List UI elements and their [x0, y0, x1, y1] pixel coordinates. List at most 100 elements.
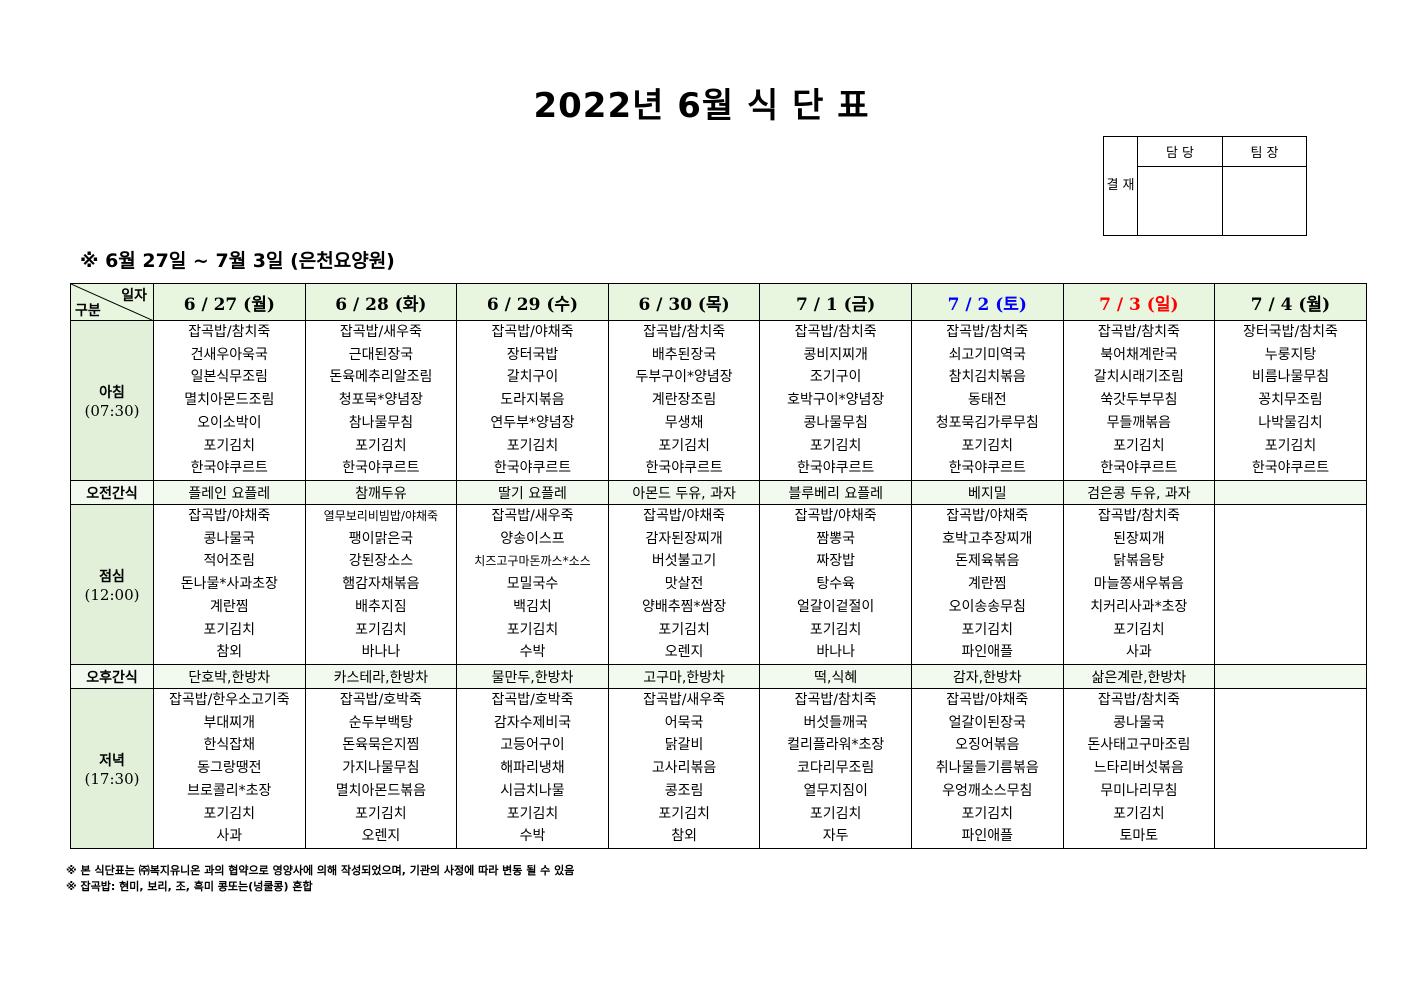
menu-item: 오징어볶음 — [955, 737, 1020, 754]
menu-item: 파인애플 — [961, 644, 1014, 661]
snack-cell: 삶은계란,한방차 — [1062, 664, 1216, 689]
menu-item: 포기김치 — [809, 805, 862, 822]
menu-item: 북어채계란국 — [1100, 346, 1178, 363]
menu-item: 배추된장국 — [651, 346, 717, 363]
day-header: 7 / 1 (금) — [759, 283, 912, 321]
day-header: 7 / 3 (일) — [1062, 283, 1216, 321]
meal-time: (12:00) — [84, 585, 140, 604]
menu-item: 고사리볶음 — [651, 760, 717, 777]
snack-cell — [1214, 480, 1367, 505]
menu-item: 마늘쫑새우볶음 — [1093, 576, 1184, 593]
menu-item: 맛살전 — [664, 576, 704, 593]
menu-item: 비름나물무침 — [1251, 369, 1330, 386]
menu-item: 열무보리비빔밥/야채죽 — [323, 509, 439, 524]
menu-item: 잡곡밥/새우죽 — [491, 508, 574, 525]
menu-item: 잡곡밥/야채죽 — [794, 508, 877, 525]
menu-item: 멸치아몬드볶음 — [335, 782, 426, 799]
menu-item: 참외 — [216, 644, 243, 661]
snack-cell — [1214, 664, 1367, 689]
menu-item: 한국야쿠르트 — [1251, 460, 1330, 477]
menu-item: 코다리무조림 — [797, 760, 875, 777]
menu-item: 파인애플 — [961, 828, 1014, 845]
approval-role: 팀 장 — [1222, 136, 1307, 167]
approval-sign-cell[interactable] — [1137, 166, 1223, 236]
menu-item: 호박구이*양념장 — [787, 392, 885, 409]
menu-item: 포기김치 — [355, 621, 407, 638]
menu-item: 백김치 — [513, 598, 552, 615]
menu-item: 참외 — [671, 828, 697, 845]
menu-item: 포기김치 — [355, 805, 407, 822]
meal-name: 오전간식 — [86, 485, 138, 502]
menu-cell: 잡곡밥/호박죽 순두부백탕 돈육묵은지찜 가지나물무침 멸치아몬드볶음 포기김치 오렌지 — [304, 688, 458, 849]
menu-item: 양배추찜*쌈장 — [641, 598, 727, 615]
menu-item: 포기김치 — [203, 621, 256, 638]
menu-item: 바나나 — [361, 644, 401, 661]
approval-label: 결 재 — [1103, 136, 1138, 236]
menu-item: 한국야쿠르트 — [493, 460, 572, 477]
menu-item: 포기김치 — [506, 805, 559, 822]
menu-item: 감자수제비국 — [493, 714, 572, 731]
menu-item: 콩나물국 — [1113, 714, 1165, 731]
corner-date-label: 일자 — [121, 288, 147, 304]
menu-item: 동태전 — [967, 392, 1007, 409]
day-header: 7 / 4 (월) — [1214, 283, 1367, 321]
menu-item: 치커리사과*초장 — [1090, 598, 1188, 615]
menu-item: 사과 — [1125, 644, 1152, 661]
menu-cell: 잡곡밥/야채죽 콩나물국 적어조림 돈나물*사과초장 계란찜 포기김치 참외 — [153, 504, 306, 665]
day-header: 7 / 2 (토) — [910, 283, 1064, 321]
menu-item: 한국야쿠르트 — [645, 460, 723, 477]
menu-item: 돈사태고구마조림 — [1087, 737, 1191, 754]
menu-item: 잡곡밥/참치죽 — [794, 692, 877, 709]
snack-cell: 참깨두유 — [304, 480, 458, 505]
snack-cell: 베지밀 — [910, 480, 1064, 505]
menu-item: 된장찌개 — [1113, 530, 1165, 547]
menu-item: 근대된장국 — [348, 346, 414, 363]
page-title: 2022년 6월 식 단 표 — [533, 86, 870, 126]
menu-item: 배추지짐 — [355, 598, 407, 615]
menu-item: 일본식무조림 — [190, 369, 268, 386]
menu-cell: 잡곡밥/야채죽 얼갈이된장국 오징어볶음 취나물들기름볶음 우엉깨소스무침 포기김치 파인애… — [910, 688, 1064, 849]
menu-cell: 잡곡밥/새우죽 양송이스프 치즈고구마돈까스*소스 모밀국수 백김치 포기김치 수박 — [456, 504, 609, 665]
snack-cell: 단호박,한방차 — [153, 664, 306, 689]
menu-item: 계란찜 — [967, 576, 1007, 593]
approval-sign-cell[interactable] — [1222, 166, 1307, 236]
menu-item: 어묵국 — [664, 714, 704, 731]
snack-cell: 물만두,한방차 — [456, 664, 609, 689]
menu-item: 포기김치 — [506, 437, 559, 454]
menu-item: 한식잡채 — [203, 737, 256, 754]
menu-item: 가지나물무침 — [342, 760, 420, 777]
meal-label: 저녁 (17:30) — [70, 688, 154, 849]
menu-cell: 잡곡밥/야채죽 감자된장찌개 버섯불고기 맛살전 양배추찜*쌈장 포기김치 오렌지 — [607, 504, 761, 665]
menu-item: 햄감자채볶음 — [342, 576, 420, 593]
menu-item: 참치김치볶음 — [948, 369, 1026, 386]
menu-item: 동그랑땡전 — [197, 760, 262, 777]
menu-item: 감자된장찌개 — [645, 530, 723, 547]
menu-item: 돈제육볶음 — [955, 553, 1020, 570]
menu-cell: 잡곡밥/참치죽 배추된장국 두부구이*양념장 계란장조림 무생채 포기김치 한국야쿠르트 — [607, 320, 761, 481]
menu-item: 잡곡밥/한우소고기죽 — [168, 692, 290, 709]
menu-item: 포기김치 — [961, 805, 1014, 822]
menu-item: 잡곡밥/야채죽 — [491, 324, 574, 341]
menu-item: 도라지볶음 — [500, 392, 565, 409]
menu-item: 누룽지탕 — [1264, 346, 1317, 363]
menu-item: 잡곡밥/참치죽 — [946, 324, 1029, 341]
meal-label: 아침 (07:30) — [70, 320, 154, 481]
menu-item: 잡곡밥/새우죽 — [643, 692, 726, 709]
menu-item: 수박 — [519, 828, 546, 845]
corner-header: 일자 구분 — [70, 283, 154, 321]
menu-item: 잡곡밥/참치죽 — [1097, 692, 1180, 709]
menu-item: 청포묵*양념장 — [338, 392, 424, 409]
menu-cell: 잡곡밥/야채죽 호박고추장찌개 돈제육볶음 계란찜 오이송송무침 포기김치 파인애플 — [910, 504, 1064, 665]
menu-item: 계란찜 — [209, 598, 249, 615]
meal-label: 오전간식 — [70, 480, 154, 505]
menu-item: 호박고추장찌개 — [942, 530, 1033, 547]
menu-item: 포기김치 — [809, 437, 862, 454]
menu-cell: 잡곡밥/호박죽 감자수제비국 고등어구이 해파리냉채 시금치나물 포기김치 수박 — [456, 688, 609, 849]
menu-item: 계란장조림 — [651, 392, 717, 409]
menu-item: 갈치시래기조림 — [1093, 369, 1184, 386]
meal-label: 점심 (12:00) — [70, 504, 154, 665]
menu-item: 브로콜리*초장 — [187, 782, 272, 799]
menu-item: 치즈고구마돈까스*소스 — [474, 554, 591, 569]
menu-item: 부대찌개 — [203, 714, 256, 731]
menu-item: 잡곡밥/참치죽 — [1097, 508, 1180, 525]
